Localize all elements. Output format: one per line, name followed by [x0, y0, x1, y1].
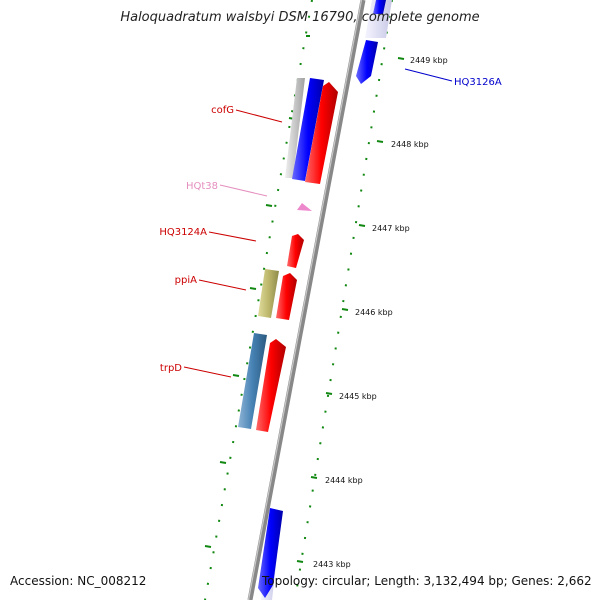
- inner-ring-dashes: [204, 0, 313, 600]
- trpd-leader: [183, 366, 232, 378]
- hq3126a-top-cds: [373, 0, 386, 14]
- ring-mark: [296, 560, 304, 563]
- ring-mark: [204, 545, 212, 548]
- feature-label-hqt38[interactable]: HQt38: [186, 181, 218, 192]
- tick-label: 2446 kbp: [355, 308, 393, 317]
- cofg-cds[interactable]: [305, 82, 338, 184]
- ppia-cog-khaki: [258, 269, 279, 318]
- bottom-cds[interactable]: [258, 508, 283, 598]
- ring-mark: [310, 476, 318, 479]
- topology-text: Topology: circular; Length: 3,132,494 bp…: [262, 574, 592, 588]
- hq3124a-leader: [208, 231, 257, 242]
- feature-label-cofg[interactable]: cofG: [211, 105, 234, 116]
- ring-mark: [376, 140, 384, 143]
- cofg-cog-blue: [292, 78, 324, 181]
- trpd-cog-steel: [238, 333, 267, 429]
- tick-label: 2449 kbp: [410, 56, 448, 65]
- tick-label: 2443 kbp: [313, 560, 351, 569]
- feature-label-ppia[interactable]: ppiA: [175, 275, 197, 286]
- feature-label-trpd[interactable]: trpD: [160, 363, 182, 374]
- map-title: Haloquadratum walsbyi DSM 16790, complet…: [120, 10, 480, 25]
- tick-label: 2444 kbp: [325, 476, 363, 485]
- hq3126a-leader: [404, 68, 453, 82]
- hq3126a-cds[interactable]: [356, 40, 378, 84]
- ring-mark: [249, 287, 257, 290]
- hqt38-leader: [219, 184, 268, 197]
- feature-label-hq3126a[interactable]: HQ3126A: [454, 77, 502, 88]
- tick-label: 2447 kbp: [372, 224, 410, 233]
- hq3126a-cds-light: [365, 0, 392, 38]
- feature-label-hq3124a[interactable]: HQ3124A: [159, 227, 207, 238]
- ring-mark: [358, 224, 366, 227]
- genome-backbone: [247, 0, 366, 600]
- hqt38-trna[interactable]: [297, 203, 312, 211]
- genome-backbone-highlight: [247, 0, 363, 600]
- tick-label: 2445 kbp: [339, 392, 377, 401]
- ring-mark: [341, 308, 349, 311]
- ring-mark: [325, 392, 333, 395]
- ppia-leader: [198, 279, 247, 291]
- accession-text: Accession: NC_008212: [10, 574, 147, 588]
- trpd-cds[interactable]: [256, 339, 286, 432]
- cofg-leader: [235, 109, 283, 123]
- ring-mark: [265, 204, 273, 207]
- ppia-cds[interactable]: [276, 273, 297, 320]
- cofg-cog-grey: [285, 78, 305, 178]
- hq3124a-cds[interactable]: [287, 234, 304, 268]
- ring-mark: [232, 374, 240, 377]
- tick-label: 2448 kbp: [391, 140, 429, 149]
- ring-mark: [219, 461, 227, 464]
- ring-mark: [397, 57, 405, 60]
